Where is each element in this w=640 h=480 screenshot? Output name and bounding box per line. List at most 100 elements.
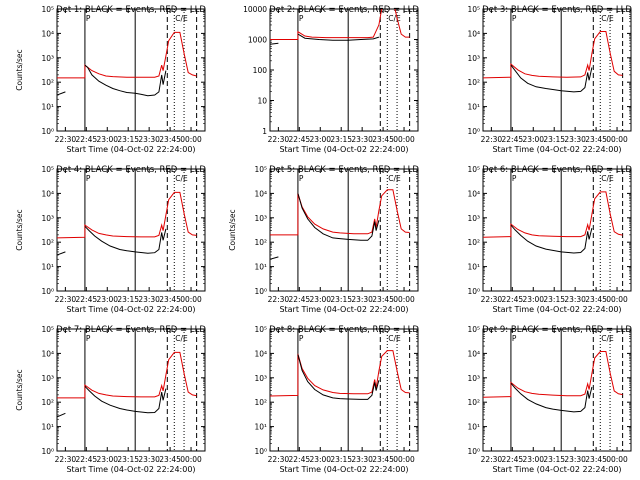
y-tick-label: 10²: [467, 78, 480, 87]
plot-frame: [482, 328, 632, 452]
x-tick-label: 22:30: [268, 295, 290, 304]
y-tick-label: 10⁴: [41, 349, 54, 358]
panel-title: Det 7: BLACK = Events, RED = LLD: [56, 325, 206, 335]
x-axis-label: Start Time (04-Oct-02 22:24:00): [279, 305, 408, 314]
x-tick-label: 00:00: [606, 135, 628, 144]
x-tick-label: 23:00: [96, 455, 118, 464]
x-tick-label: 23:15: [330, 295, 352, 304]
x-tick-label: 22:45: [502, 135, 524, 144]
series-line-events: [57, 225, 167, 256]
y-tick-label: 10⁴: [41, 29, 54, 38]
x-tick-label: 22:45: [76, 135, 98, 144]
y-tick-label: 10³: [467, 54, 480, 63]
y-tick-label: 10⁰: [467, 127, 480, 136]
x-tick-label: 22:30: [481, 295, 503, 304]
y-tick-label: 10²: [467, 238, 480, 247]
y-axis-label: Counts/sec: [228, 209, 237, 250]
marker-tag: C/E: [601, 174, 614, 183]
marker-tag: C/E: [388, 14, 401, 23]
plot-frame: [56, 8, 206, 132]
x-tick-label: 22:30: [481, 135, 503, 144]
x-tick-label: 22:45: [76, 455, 98, 464]
x-tick-label: 23:15: [117, 295, 139, 304]
x-tick-label: 22:45: [502, 455, 524, 464]
series-line-lld: [483, 31, 623, 79]
detector-panel-5: Det 5: BLACK = Events, RED = LLD 10⁰ 10¹ 10…: [228, 165, 419, 314]
panel-title: Det 4: BLACK = Events, RED = LLD: [56, 165, 206, 175]
x-tick-label: 23:30: [564, 295, 586, 304]
x-tick-label: 23:30: [138, 295, 160, 304]
x-axis-label: Start Time (04-Oct-02 22:24:00): [66, 145, 195, 154]
x-tick-label: 22:30: [55, 135, 77, 144]
y-tick-label: 10⁰: [254, 447, 267, 456]
x-tick-label: 22:45: [289, 135, 311, 144]
y-tick-label: 100: [253, 66, 268, 75]
y-tick-label: 10⁵: [254, 165, 267, 174]
series-line-events: [57, 64, 167, 97]
y-tick-label: 10⁰: [41, 447, 54, 456]
y-tick-label: 10³: [41, 374, 54, 383]
y-tick-label: 10¹: [254, 423, 267, 432]
x-tick-label: 00:00: [180, 135, 202, 144]
x-tick-label: 22:30: [268, 455, 290, 464]
y-axis-label: Counts/sec: [15, 369, 24, 410]
x-tick-label: 23:00: [522, 295, 544, 304]
y-tick-label: 10⁵: [41, 165, 54, 174]
y-tick-label: 10⁵: [467, 165, 480, 174]
y-tick-label: 10¹: [41, 103, 54, 112]
y-tick-label: 10000: [243, 5, 267, 14]
x-tick-label: 23:45: [159, 135, 181, 144]
y-tick-label: 10⁰: [467, 447, 480, 456]
detector-panel-9: Det 9: BLACK = Events, RED = LLD 10⁰ 10¹ 10…: [467, 325, 632, 474]
y-tick-label: 10³: [467, 374, 480, 383]
series-line-events: [510, 382, 593, 413]
panel-title: Det 5: BLACK = Events, RED = LLD: [269, 165, 419, 175]
x-tick-label: 22:30: [481, 455, 503, 464]
marker-tag: C/E: [388, 174, 401, 183]
y-tick-label: 10⁵: [467, 325, 480, 334]
detector-panel-2: Det 2: BLACK = Events, RED = LLD 1 10 100 10…: [243, 5, 419, 154]
x-tick-label: 00:00: [606, 455, 628, 464]
x-tick-label: 23:30: [351, 455, 373, 464]
x-tick-label: 23:30: [138, 135, 160, 144]
y-tick-label: 10²: [467, 398, 480, 407]
marker-tag: C/E: [175, 14, 188, 23]
x-tick-label: 00:00: [393, 455, 415, 464]
plot-frame: [482, 8, 632, 132]
x-axis-label: Start Time (04-Oct-02 22:24:00): [66, 305, 195, 314]
marker-tag: P: [86, 14, 91, 23]
x-axis-label: Start Time (04-Oct-02 22:24:00): [492, 305, 621, 314]
y-tick-label: 10³: [467, 214, 480, 223]
x-tick-label: 22:45: [289, 295, 311, 304]
marker-tag: C/E: [175, 334, 188, 343]
series-line-events: [57, 385, 167, 418]
marker-tag: C/E: [601, 14, 614, 23]
series-line-lld: [483, 191, 623, 238]
series-line-events: [510, 64, 593, 93]
x-tick-label: 23:45: [159, 455, 181, 464]
series-line-lld: [270, 189, 410, 236]
detector-panel-6: Det 6: BLACK = Events, RED = LLD 10⁰ 10¹ 10…: [467, 165, 632, 314]
y-tick-label: 10¹: [467, 103, 480, 112]
x-tick-label: 23:45: [585, 295, 607, 304]
x-tick-label: 22:45: [289, 455, 311, 464]
y-tick-label: 10¹: [254, 263, 267, 272]
series-line-lld: [270, 9, 410, 40]
y-tick-label: 10⁴: [467, 189, 480, 198]
marker-tag: C/E: [601, 334, 614, 343]
y-tick-label: 10²: [41, 398, 54, 407]
marker-tag: P: [512, 174, 517, 183]
marker-tag: C/E: [175, 174, 188, 183]
y-tick-label: 10⁰: [467, 287, 480, 296]
y-tick-label: 10: [257, 97, 267, 106]
y-tick-label: 10⁵: [467, 5, 480, 14]
x-tick-label: 23:30: [351, 295, 373, 304]
y-tick-label: 10⁴: [254, 349, 267, 358]
series-line-lld: [57, 351, 197, 399]
x-tick-label: 23:00: [309, 295, 331, 304]
y-tick-label: 10²: [254, 238, 267, 247]
y-tick-label: 10¹: [41, 263, 54, 272]
detector-panel-3: Det 3: BLACK = Events, RED = LLD 10⁰ 10¹ 10…: [467, 5, 632, 154]
plot-frame: [269, 168, 419, 292]
panel-title: Det 3: BLACK = Events, RED = LLD: [482, 5, 632, 15]
